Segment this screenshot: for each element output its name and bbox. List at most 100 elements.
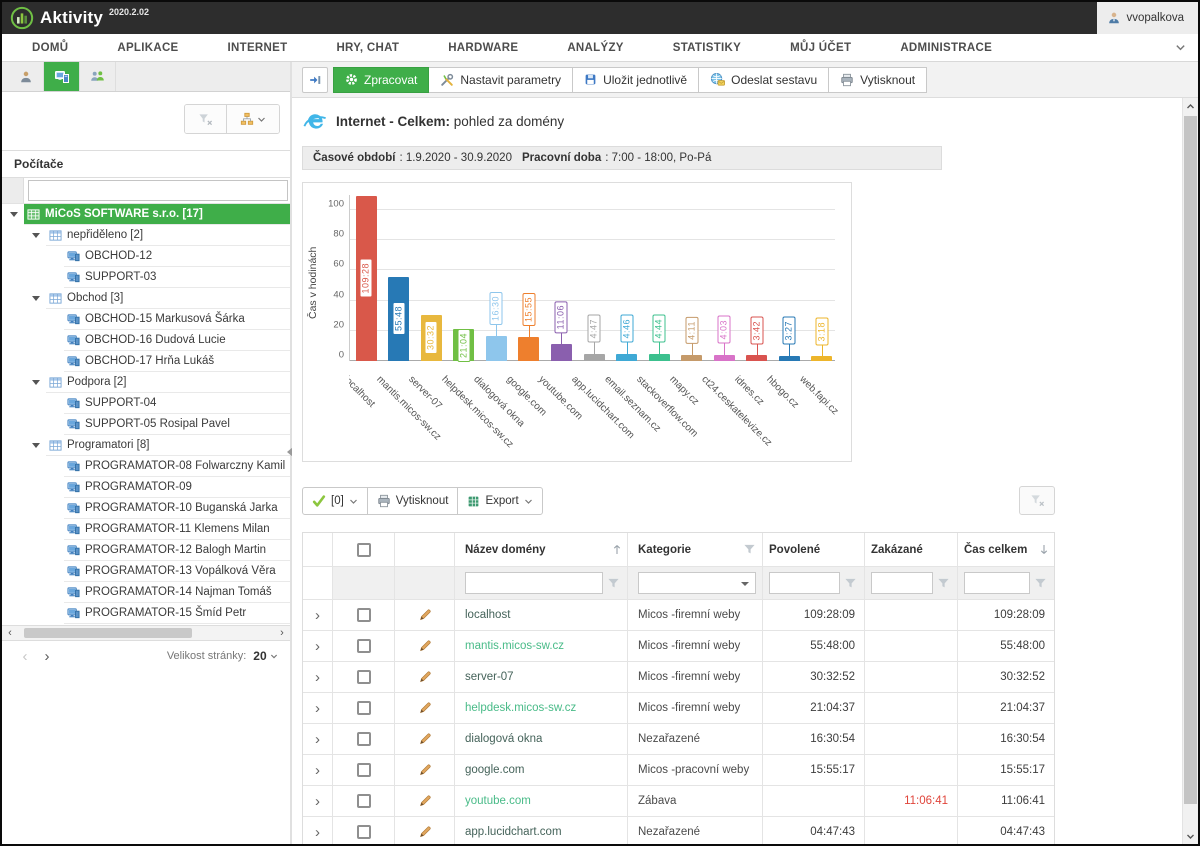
edit-pencil-icon[interactable] bbox=[418, 639, 432, 653]
horizontal-scroll-thumb[interactable] bbox=[24, 628, 192, 638]
tree-node-nep-id-leno-2[interactable]: nepřiděleno [2] bbox=[2, 225, 290, 246]
column-header-povolen[interactable]: Povolené bbox=[763, 533, 865, 566]
collapse-sidebar-button[interactable] bbox=[302, 66, 328, 93]
tree-node-programator-09[interactable]: PROGRAMATOR-09 bbox=[2, 477, 290, 498]
splitter-collapse-icon[interactable] bbox=[287, 447, 293, 457]
tree-expander-icon[interactable] bbox=[32, 380, 40, 385]
scroll-left-icon[interactable]: ‹ bbox=[8, 627, 12, 639]
scroll-up-icon[interactable] bbox=[1183, 98, 1198, 114]
ulo-it-jednotliv-button[interactable]: Uložit jednotlivě bbox=[572, 66, 700, 93]
tree-node-obchod-3[interactable]: Obchod [3] bbox=[2, 288, 290, 309]
computer-search-input[interactable] bbox=[28, 180, 288, 201]
filter-icon[interactable] bbox=[607, 577, 621, 590]
row-checkbox[interactable] bbox=[356, 763, 371, 777]
tree-node-programatori-8[interactable]: Programatori [8] bbox=[2, 435, 290, 456]
povolen-filter-input[interactable] bbox=[769, 572, 840, 594]
tree-node-programator-12-balogh-martin[interactable]: PROGRAMATOR-12 Balogh Martin bbox=[2, 540, 290, 561]
row-expand-icon[interactable]: › bbox=[315, 668, 320, 686]
column-header-zak-zan[interactable]: Zakázané bbox=[865, 533, 958, 566]
tree-expander-icon[interactable] bbox=[10, 212, 18, 217]
n-zev-dom-ny-filter-input[interactable] bbox=[465, 572, 603, 594]
main-vertical-scrollbar[interactable] bbox=[1182, 98, 1198, 844]
grid-print-button[interactable]: Vytisknout bbox=[366, 487, 459, 515]
tree-node-obchod-17-hr-a-luk[interactable]: OBCHOD-17 Hrňa Lukáš bbox=[2, 351, 290, 372]
edit-pencil-icon[interactable] bbox=[418, 794, 432, 808]
tree-node-support-04[interactable]: SUPPORT-04 bbox=[2, 393, 290, 414]
menu-item-hardware[interactable]: HARDWARE bbox=[448, 41, 519, 54]
sidebar-tree-view-button[interactable] bbox=[227, 105, 279, 133]
domain-name-link[interactable]: dialogová okna bbox=[465, 733, 543, 745]
tree-node-programator-14-najman-tom[interactable]: PROGRAMATOR-14 Najman Tomáš bbox=[2, 582, 290, 603]
tree-node-support-03[interactable]: SUPPORT-03 bbox=[2, 267, 290, 288]
row-expand-icon[interactable]: › bbox=[315, 637, 320, 655]
tree-node-support-05-rosipal-pavel[interactable]: SUPPORT-05 Rosipal Pavel bbox=[2, 414, 290, 435]
menu-item-m-j-et[interactable]: MŮJ ÚČET bbox=[790, 41, 852, 54]
menu-item-internet[interactable]: INTERNET bbox=[227, 41, 288, 54]
scroll-down-icon[interactable] bbox=[1183, 828, 1198, 844]
category-filter-select[interactable] bbox=[638, 572, 756, 594]
sidebar-horizontal-scrollbar[interactable]: ‹ › bbox=[2, 625, 290, 641]
edit-pencil-icon[interactable] bbox=[418, 670, 432, 684]
menu-overflow-chevron-icon[interactable] bbox=[1175, 42, 1186, 53]
grid-export-button[interactable]: Export bbox=[457, 487, 543, 515]
vertical-scroll-thumb[interactable] bbox=[1184, 116, 1197, 804]
tree-node-programator-13-vop-lkov-v-ra[interactable]: PROGRAMATOR-13 Vopálková Věra bbox=[2, 561, 290, 582]
row-expand-icon[interactable]: › bbox=[315, 606, 320, 624]
row-expand-icon[interactable]: › bbox=[315, 761, 320, 779]
row-checkbox[interactable] bbox=[356, 732, 371, 746]
edit-pencil-icon[interactable] bbox=[418, 608, 432, 622]
row-expand-icon[interactable]: › bbox=[315, 730, 320, 748]
menu-item-administrace[interactable]: ADMINISTRACE bbox=[900, 41, 993, 54]
sidebar-clear-filter-button[interactable] bbox=[185, 105, 227, 133]
menu-item-hry-chat[interactable]: HRY, CHAT bbox=[336, 41, 400, 54]
sidebar-tab-user[interactable] bbox=[8, 62, 44, 91]
odeslat-sestavu-button[interactable]: Odeslat sestavu bbox=[698, 66, 830, 93]
edit-pencil-icon[interactable] bbox=[418, 732, 432, 746]
row-expand-icon[interactable]: › bbox=[315, 699, 320, 717]
domain-name-link[interactable]: helpdesk.micos-sw.cz bbox=[465, 702, 577, 714]
row-checkbox[interactable] bbox=[356, 701, 371, 715]
tree-node-programator-15-m-d-petr[interactable]: PROGRAMATOR-15 Šmíd Petr bbox=[2, 603, 290, 624]
menu-item-dom[interactable]: DOMŮ bbox=[32, 41, 69, 54]
next-page-button[interactable]: › bbox=[44, 647, 50, 665]
page-size-select[interactable]: 20 bbox=[253, 649, 278, 663]
domain-name-link[interactable]: localhost bbox=[465, 609, 511, 621]
row-expand-icon[interactable]: › bbox=[315, 792, 320, 810]
panel-splitter[interactable] bbox=[287, 62, 293, 844]
tree-node-podpora-2[interactable]: Podpora [2] bbox=[2, 372, 290, 393]
tree-expander-icon[interactable] bbox=[32, 443, 40, 448]
vytisknout-button[interactable]: Vytisknout bbox=[828, 66, 928, 93]
domain-name-link[interactable]: youtube.com bbox=[465, 795, 531, 807]
edit-pencil-icon[interactable] bbox=[418, 763, 432, 777]
row-checkbox[interactable] bbox=[356, 794, 371, 808]
scroll-right-icon[interactable]: › bbox=[280, 627, 284, 639]
row-checkbox[interactable] bbox=[356, 608, 371, 622]
menu-item-aplikace[interactable]: APLIKACE bbox=[117, 41, 179, 54]
row-checkbox[interactable] bbox=[356, 639, 371, 653]
domain-name-link[interactable]: mantis.micos-sw.cz bbox=[465, 640, 565, 652]
tree-node-micos-software-s-r-o-17[interactable]: MiCoS SOFTWARE s.r.o. [17] bbox=[2, 204, 290, 225]
row-checkbox[interactable] bbox=[356, 825, 371, 839]
menu-item-anal-zy[interactable]: ANALÝZY bbox=[567, 41, 624, 54]
tree-expander-icon[interactable] bbox=[32, 233, 40, 238]
select-all-checkbox[interactable] bbox=[356, 542, 371, 557]
sidebar-tab-computers[interactable] bbox=[44, 62, 80, 91]
column-header-kategorie[interactable]: Kategorie bbox=[628, 533, 763, 566]
row-expand-icon[interactable]: › bbox=[315, 823, 320, 841]
filter-icon[interactable] bbox=[937, 577, 951, 590]
row-checkbox[interactable] bbox=[356, 670, 371, 684]
tree-node-obchod-16-dudov-lucie[interactable]: OBCHOD-16 Dudová Lucie bbox=[2, 330, 290, 351]
filter-icon[interactable] bbox=[1034, 577, 1048, 590]
sidebar-tab-groups[interactable] bbox=[80, 62, 116, 91]
domain-name-link[interactable]: server-07 bbox=[465, 671, 514, 683]
domain-name-link[interactable]: google.com bbox=[465, 764, 525, 776]
as-celkem-filter-input[interactable] bbox=[964, 572, 1030, 594]
edit-pencil-icon[interactable] bbox=[418, 701, 432, 715]
menu-item-statistiky[interactable]: STATISTIKY bbox=[672, 41, 742, 54]
nastavit-parametry-button[interactable]: Nastavit parametry bbox=[428, 66, 574, 93]
tree-expander-icon[interactable] bbox=[32, 296, 40, 301]
tree-node-obchod-15-markusov-rka[interactable]: OBCHOD-15 Markusová Šárka bbox=[2, 309, 290, 330]
tree-node-programator-08-folwarczny-kamil[interactable]: PROGRAMATOR-08 Folwarczny Kamil bbox=[2, 456, 290, 477]
tree-node-obchod-12[interactable]: OBCHOD-12 bbox=[2, 246, 290, 267]
tree-node-programator-10-bugansk-jarka[interactable]: PROGRAMATOR-10 Buganská Jarka bbox=[2, 498, 290, 519]
